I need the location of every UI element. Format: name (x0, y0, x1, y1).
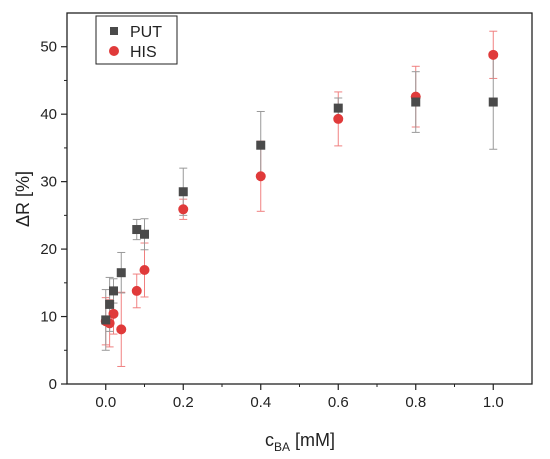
legend-marker-his (109, 46, 119, 56)
put-point (132, 225, 142, 235)
y-tick-label: 20 (40, 241, 57, 258)
y-tick-label: 0 (49, 376, 57, 393)
y-tick-label: 30 (40, 174, 57, 191)
put-point (256, 140, 266, 150)
legend-marker-put (110, 27, 118, 35)
y-tick-label: 10 (40, 309, 57, 326)
put-point (178, 187, 188, 197)
x-tick-label: 0.6 (328, 394, 349, 411)
x-tick-label: 0.0 (95, 394, 116, 411)
legend-label-his: HIS (130, 44, 157, 61)
his-point (108, 308, 119, 319)
his-point (116, 324, 127, 335)
legend-label-put: PUT (130, 24, 162, 41)
put-point (333, 103, 343, 113)
legend-box (95, 15, 178, 65)
x-axis-label-subscript: BA (274, 440, 290, 454)
x-tick-label: 0.4 (250, 394, 271, 411)
x-tick-label: 1.0 (483, 394, 504, 411)
his-point (139, 265, 150, 276)
x-tick-label: 0.8 (405, 394, 426, 411)
data-markers (100, 49, 499, 335)
his-point (131, 285, 142, 296)
put-point (109, 286, 118, 296)
plot-frame (66, 12, 533, 385)
x-axis-label: cBA [mM] (265, 430, 335, 454)
his-point (333, 113, 344, 124)
y-axis-label: ΔR [%] (13, 171, 33, 227)
his-point (488, 49, 499, 60)
put-point (411, 97, 421, 107)
x-axis-label-main: c (265, 430, 274, 450)
put-point (105, 299, 115, 309)
put-point (101, 315, 111, 325)
put-point (140, 229, 149, 239)
error-bars (101, 30, 498, 367)
put-point (116, 268, 126, 278)
put-point (488, 97, 498, 107)
y-tick-label: 40 (40, 106, 57, 123)
y-tick-label: 50 (40, 39, 57, 56)
x-axis-label-unit: [mM] (290, 430, 335, 450)
legend: PUT HIS (95, 15, 178, 65)
axis-ticks: 0.0 0.2 0.4 0.6 0.8 1.0 0 10 20 30 40 50 (40, 39, 503, 411)
x-tick-label: 0.2 (173, 394, 194, 411)
his-point (178, 204, 189, 215)
his-point (255, 171, 266, 182)
